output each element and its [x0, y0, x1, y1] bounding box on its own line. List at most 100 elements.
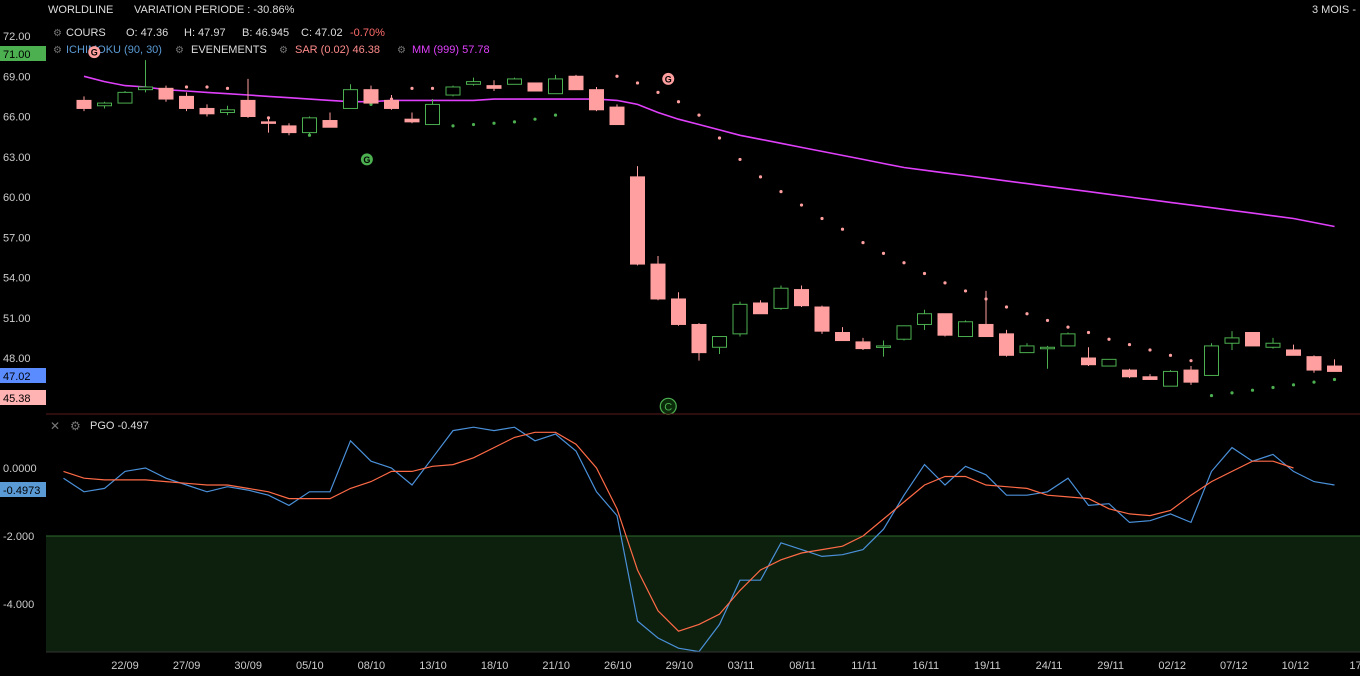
candle	[650, 263, 666, 300]
sar-dot	[369, 102, 373, 107]
candle	[1142, 376, 1158, 380]
x-tick-label: 29/10	[666, 660, 694, 672]
sar-dot	[717, 136, 722, 140]
sar-dot	[1168, 353, 1173, 357]
sar-dot	[676, 100, 681, 104]
sar-dot	[615, 74, 619, 78]
sar-dot	[1271, 385, 1275, 390]
x-tick-label: 08/10	[358, 660, 386, 672]
sar-dot	[656, 90, 660, 94]
sar-dot	[1312, 380, 1316, 384]
sar-price-tag	[0, 390, 46, 405]
close-icon[interactable]: ✕	[50, 419, 60, 433]
last-price-tag	[0, 368, 46, 383]
sar-price-tag-text: 45.38	[3, 393, 31, 405]
low-value: B: 46.945	[242, 27, 289, 39]
ma-999-line	[83, 75, 1335, 228]
candle	[1019, 345, 1035, 354]
x-tick-label: 03/11	[728, 660, 755, 672]
x-tick-label: 29/11	[1097, 660, 1124, 672]
x-tick-label: 13/10	[419, 660, 447, 672]
sar-dot	[1066, 325, 1070, 329]
gear-icon[interactable]: ⚙	[70, 419, 81, 433]
period-selector[interactable]: 3 MOIS -	[1312, 4, 1356, 16]
gear-icon[interactable]: ⚙	[279, 45, 288, 56]
candle	[1327, 365, 1342, 372]
event-marker	[662, 72, 675, 85]
gear-icon[interactable]: ⚙	[53, 45, 62, 56]
sar-dot	[963, 289, 968, 293]
price-tick-label: 57.00	[3, 232, 31, 244]
sar-dot	[1025, 312, 1029, 316]
ichimoku-label[interactable]: ICHIMOKU (90, 30)	[66, 44, 162, 56]
x-tick-label: 17/	[1349, 660, 1360, 672]
ma-price-tag-text: 71.00	[3, 49, 31, 61]
candle	[691, 323, 707, 354]
pgo-oversold-zone	[46, 536, 1360, 652]
sar-dot	[1127, 342, 1132, 347]
candle	[76, 99, 92, 109]
candle	[343, 89, 358, 109]
candle	[261, 121, 276, 124]
sar-dot	[820, 216, 824, 221]
sar-dot	[471, 122, 476, 127]
price-tick-label: 69.00	[3, 71, 31, 83]
pgo-signal-line	[63, 431, 1294, 632]
candle	[97, 102, 112, 107]
candle	[1204, 345, 1219, 376]
gear-icon[interactable]: ⚙	[397, 45, 406, 56]
price-tick-label: 63.00	[3, 152, 31, 164]
candle	[917, 313, 932, 325]
sar-dot	[1045, 318, 1050, 323]
price-tick-label: 72.00	[3, 31, 31, 43]
sar-label[interactable]: SAR (0.02) 46.38	[295, 44, 380, 56]
candle	[671, 298, 686, 325]
sar-dot	[1230, 391, 1234, 395]
x-tick-label: 30/09	[234, 660, 262, 672]
candle	[978, 323, 994, 338]
candle	[814, 306, 830, 332]
sar-dot	[840, 227, 845, 231]
sar-dot	[635, 81, 640, 85]
candle	[609, 106, 625, 126]
candle	[1081, 357, 1096, 366]
candle	[404, 118, 420, 123]
candle	[855, 341, 871, 350]
sar-dot	[553, 113, 558, 117]
candle	[999, 333, 1014, 356]
price-tick-label: 66.00	[3, 112, 31, 124]
sar-dot	[758, 175, 763, 179]
candle	[753, 302, 768, 315]
sar-dot	[922, 271, 927, 276]
candle	[384, 99, 399, 109]
candle	[117, 91, 133, 104]
ma-price-tag	[0, 46, 46, 61]
candle	[1265, 342, 1281, 348]
candle	[240, 99, 256, 118]
change-value: -0.70%	[350, 27, 385, 39]
sar-dot	[697, 113, 701, 117]
candle	[1040, 346, 1055, 350]
x-tick-label: 18/10	[481, 660, 509, 672]
mm-label[interactable]: MM (999) 57.78	[412, 44, 490, 56]
candle	[158, 87, 174, 100]
sar-dot	[1291, 383, 1296, 387]
candle	[773, 287, 789, 309]
sar-dot	[307, 133, 312, 137]
price-plot: G G G C	[76, 46, 1342, 415]
gear-icon[interactable]: ⚙	[175, 45, 184, 56]
price-tick-label: 48.00	[3, 353, 31, 365]
x-tick-label: 05/10	[296, 660, 324, 672]
candle	[1101, 358, 1117, 367]
sar-dot	[205, 85, 209, 89]
candle	[199, 107, 215, 115]
sar-dot	[799, 203, 804, 207]
sar-dot	[1086, 330, 1091, 335]
gear-icon[interactable]: ⚙	[53, 28, 62, 39]
evenements-label[interactable]: EVENEMENTS	[191, 44, 267, 56]
sar-dot	[1189, 359, 1193, 363]
pgo-tick-label: -4.000	[3, 599, 34, 611]
candle	[876, 345, 891, 348]
sar-dot	[779, 190, 783, 194]
